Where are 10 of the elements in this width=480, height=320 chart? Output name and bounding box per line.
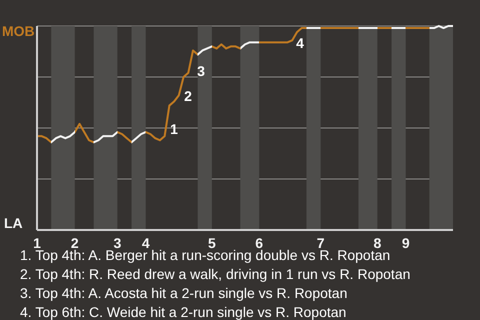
text: 4. Top 6th: C. Weide hit a 2-run single vs R. Ropotan <box>20 303 348 320</box>
annotation: 2 <box>184 88 192 104</box>
annotation: 3 <box>197 63 206 79</box>
text: 3. Top 4th: A. Acosta hit a 2-run single vs R. Ropotan <box>20 284 348 303</box>
text: 2. Top 4th: R. Reed drew a walk, driving in 1 run vs R. Ropotan <box>20 265 410 284</box>
x-tick-label: 9 <box>402 235 410 251</box>
annotation: 4 <box>296 35 304 51</box>
annotation: 1 <box>170 121 178 137</box>
text: LA <box>4 215 23 231</box>
text: MOB <box>2 23 35 39</box>
